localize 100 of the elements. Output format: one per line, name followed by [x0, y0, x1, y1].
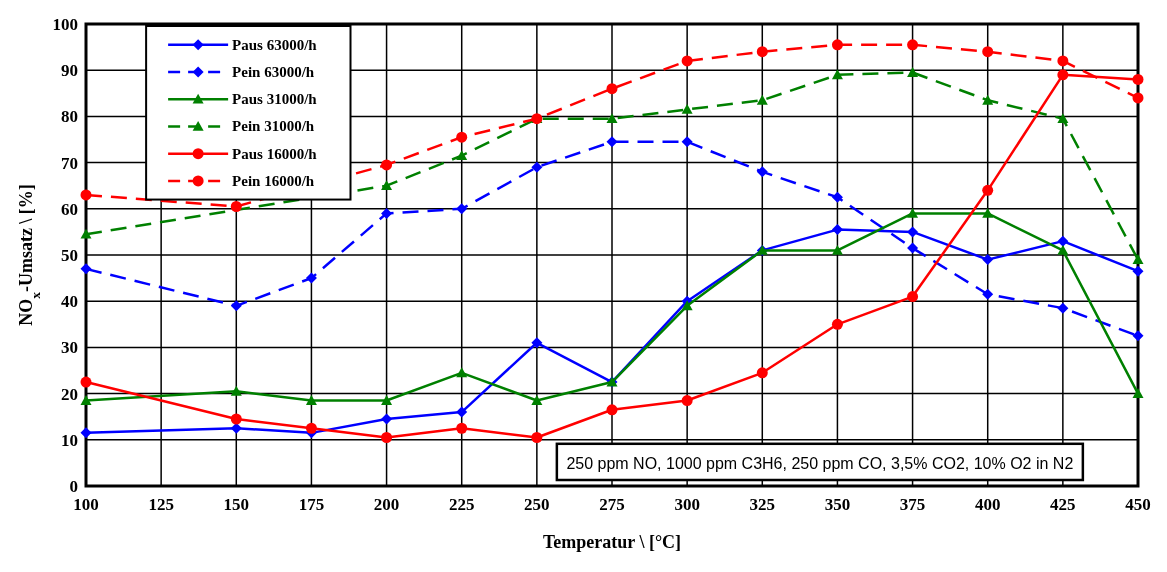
point: [831, 318, 843, 330]
point: [982, 94, 994, 105]
point: [531, 431, 543, 443]
legend-label: Pein 63000/h: [232, 63, 315, 80]
point: [831, 39, 843, 51]
point: [907, 39, 919, 51]
point: [1132, 265, 1144, 277]
point: [756, 46, 768, 58]
y-tick-label: 40: [61, 292, 78, 312]
y-tick-label: 0: [69, 477, 78, 496]
point: [80, 228, 92, 239]
point: [1057, 113, 1069, 124]
point: [756, 94, 768, 105]
y-tick-label: 20: [61, 384, 78, 404]
point: [456, 203, 468, 215]
point: [1057, 55, 1069, 67]
point: [907, 291, 919, 303]
point: [531, 337, 543, 349]
point: [230, 413, 242, 425]
point: [1057, 69, 1069, 81]
point: [456, 131, 468, 143]
point: [1057, 235, 1069, 247]
x-tick-label: 375: [899, 495, 926, 514]
point: [531, 161, 543, 173]
point: [1132, 254, 1144, 265]
x-tick-label: 100: [73, 495, 99, 514]
point: [381, 413, 393, 425]
x-tick-label: 175: [298, 495, 325, 514]
annotation: 250 ppm NO, 1000 ppm C3H6, 250 ppm CO, 3,5% CO2, 10% O2 in N2: [566, 454, 1074, 472]
point: [305, 272, 317, 284]
point: [907, 67, 919, 77]
point: [456, 406, 468, 418]
x-tick-label: 325: [749, 495, 776, 514]
y-tick-label: 70: [61, 153, 78, 173]
x-tick-label: 425: [1050, 495, 1076, 514]
y-tick-label: 80: [61, 107, 78, 127]
x-tick-label: 150: [223, 495, 250, 514]
point: [831, 191, 843, 203]
legend-label: Paus 31000/h: [232, 91, 318, 108]
x-tick-label: 350: [824, 495, 851, 514]
point: [381, 159, 393, 171]
point: [982, 46, 994, 58]
x-tick-label: 300: [674, 495, 700, 514]
y-tick-label: 30: [61, 338, 78, 358]
point: [606, 136, 618, 148]
point: [1057, 302, 1069, 314]
point: [80, 189, 92, 201]
point: [681, 300, 693, 311]
point: [831, 224, 843, 236]
legend-label: Pein 16000/h: [232, 172, 315, 189]
point: [681, 136, 693, 148]
y-tick-label: 60: [61, 199, 78, 219]
legend-label: Paus 63000/h: [232, 36, 318, 53]
point: [381, 395, 393, 405]
x-axis-title: Temperatur \ [°C]: [542, 532, 682, 552]
point: [756, 367, 768, 379]
x-tick-label: 125: [148, 495, 174, 514]
point: [80, 263, 92, 275]
point: [606, 83, 618, 95]
point: [1132, 73, 1144, 85]
point: [907, 242, 919, 254]
point: [305, 422, 317, 434]
y-tick-label: 100: [52, 15, 78, 34]
point: [456, 422, 468, 434]
point: [681, 395, 693, 407]
legend-label: Pein 31000/h: [232, 118, 315, 135]
legend-label: Paus 16000/h: [232, 145, 318, 162]
x-tick-label: 250: [524, 495, 550, 514]
point: [982, 207, 994, 218]
x-tick-label: 225: [448, 495, 475, 514]
point: [80, 395, 92, 405]
point: [456, 150, 468, 161]
y-tick-label: 10: [61, 430, 78, 450]
point: [381, 207, 393, 219]
y-tick-label: 50: [61, 246, 78, 265]
point: [381, 180, 393, 191]
point: [606, 404, 618, 416]
point: [982, 184, 994, 196]
point: [1132, 388, 1144, 398]
point: [681, 103, 693, 114]
x-tick-label: 450: [1125, 495, 1151, 514]
point: [531, 395, 543, 405]
x-tick-label: 400: [974, 495, 1001, 514]
point: [831, 244, 843, 255]
point: [305, 395, 317, 405]
point: [831, 69, 843, 80]
point: [80, 376, 92, 388]
x-tick-label: 200: [373, 495, 400, 514]
point: [1132, 330, 1144, 342]
point: [756, 166, 768, 178]
x-tick-label: 275: [599, 495, 625, 514]
point: [1132, 92, 1144, 104]
point: [982, 254, 994, 266]
point: [982, 288, 994, 300]
point: [681, 55, 693, 67]
point: [907, 207, 919, 218]
point: [456, 367, 468, 378]
point: [606, 113, 618, 124]
point: [230, 200, 242, 212]
point: [80, 427, 92, 439]
